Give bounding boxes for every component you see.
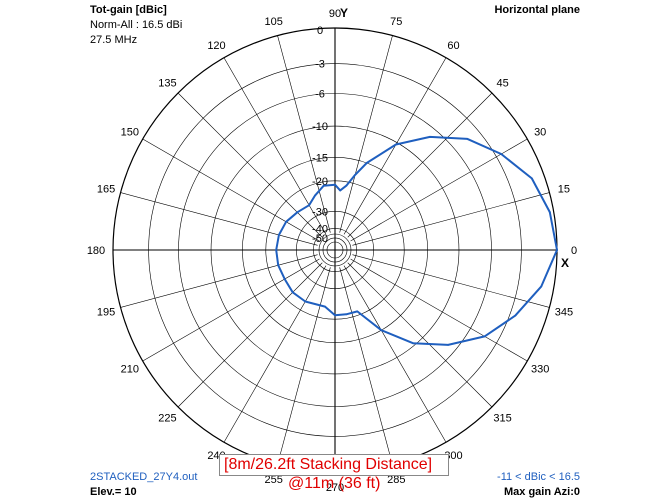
gain-point xyxy=(356,310,359,313)
gain-point xyxy=(334,314,336,317)
angle-tick-label: 225 xyxy=(158,413,176,425)
angle-tick-label: 0 xyxy=(571,245,577,257)
gain-point xyxy=(514,314,517,317)
y-axis-label: Y xyxy=(340,6,349,20)
caption-line-2: @11m (36 ft) xyxy=(288,475,381,492)
radial-tick-label: -6 xyxy=(315,89,325,101)
gain-point xyxy=(365,162,368,164)
angle-tick-label: 285 xyxy=(387,474,405,486)
grid-spoke xyxy=(223,57,327,235)
gain-point xyxy=(412,342,415,345)
angle-tick-label: 255 xyxy=(265,474,283,486)
max-gain-label: Max gain Azi:0 xyxy=(504,486,580,498)
grid-spoke xyxy=(343,265,447,443)
gain-point xyxy=(324,305,326,308)
angle-tick-label: 15 xyxy=(558,184,570,196)
radial-tick-label: -10 xyxy=(312,121,328,133)
gain-point xyxy=(345,184,348,187)
grid-spoke xyxy=(352,192,550,246)
angle-tick-label: 315 xyxy=(493,413,511,425)
x-axis-label: X xyxy=(561,256,570,270)
gain-point xyxy=(291,291,294,294)
gain-point xyxy=(334,183,336,186)
gain-point xyxy=(466,138,469,140)
caption-box xyxy=(219,454,449,476)
grid-spoke xyxy=(142,258,320,362)
gain-point xyxy=(283,278,286,280)
gain-point xyxy=(339,189,342,192)
gain-point xyxy=(429,136,431,138)
caption-line-1: [8m/26.2ft Stacking Distance] xyxy=(224,456,433,473)
grid-spoke xyxy=(350,138,528,242)
grid-spoke xyxy=(277,267,331,465)
grid-spoke xyxy=(350,258,528,362)
angle-tick-label: 75 xyxy=(390,16,402,28)
gain-trace xyxy=(275,135,558,346)
angle-tick-label: 330 xyxy=(531,364,549,376)
grid-spoke xyxy=(142,138,320,242)
angle-tick-label: 195 xyxy=(97,306,115,318)
grid-spoke xyxy=(347,92,493,238)
gain-point xyxy=(278,234,280,236)
grid-spoke xyxy=(120,192,318,246)
gain-point xyxy=(395,143,397,146)
grid-spoke xyxy=(352,254,550,308)
grid-spoke xyxy=(177,92,323,238)
range-label: -11 < dBic < 16.5 xyxy=(497,471,580,483)
grid-spoke xyxy=(277,35,331,233)
grid-spoke xyxy=(339,35,393,233)
gain-point xyxy=(275,249,278,251)
gain-point xyxy=(277,264,280,267)
gain-point xyxy=(345,313,348,316)
angle-tick-label: 270 xyxy=(326,482,344,494)
gain-point xyxy=(540,285,543,288)
file-label: 2STACKED_27Y4.out xyxy=(90,471,198,483)
radial-tick-label: -15 xyxy=(312,152,328,164)
gain-point xyxy=(483,335,486,338)
quantity-label: Tot-gain [dBic] xyxy=(90,4,167,16)
angle-tick-label: 150 xyxy=(121,127,139,139)
gain-point xyxy=(556,249,558,251)
radial-tick-label: -50 xyxy=(312,233,328,245)
frequency-label: 27.5 MHz xyxy=(90,34,138,46)
gain-point xyxy=(308,204,310,207)
grid-spoke xyxy=(120,254,318,308)
normalization-label: Norm-All : 16.5 dBi xyxy=(90,19,183,31)
grid-spoke xyxy=(177,262,323,408)
gain-point xyxy=(548,211,551,214)
gain-point xyxy=(285,220,287,223)
angle-tick-label: 165 xyxy=(97,184,115,196)
elevation-label: Elev.= 10 xyxy=(90,486,137,498)
radial-tick-label: -3 xyxy=(315,59,325,71)
gain-point xyxy=(296,211,299,214)
angle-tick-label: 345 xyxy=(555,306,573,318)
angle-tick-label: 210 xyxy=(121,364,139,376)
gain-point xyxy=(314,194,316,197)
gain-point xyxy=(530,177,533,180)
radial-tick-label: -40 xyxy=(312,223,328,235)
angle-tick-label: 135 xyxy=(158,77,176,89)
angle-tick-label: 60 xyxy=(447,40,459,52)
angle-tick-label: 45 xyxy=(496,77,508,89)
gain-point xyxy=(447,344,449,346)
gain-point xyxy=(380,329,383,332)
plane-label: Horizontal plane xyxy=(494,4,580,16)
gain-point xyxy=(500,153,503,155)
angle-tick-label: 120 xyxy=(207,40,225,52)
grid-spoke xyxy=(339,267,393,465)
angle-tick-label: 180 xyxy=(87,245,105,257)
grid-spoke xyxy=(223,265,327,443)
angle-tick-label: 90 xyxy=(329,8,341,20)
angle-tick-label: 105 xyxy=(265,16,283,28)
grid-spoke xyxy=(347,262,493,408)
radial-tick-label: -30 xyxy=(312,206,328,218)
gain-point xyxy=(304,300,307,303)
gain-point xyxy=(322,184,325,187)
angle-tick-label: 30 xyxy=(534,127,546,139)
gain-point xyxy=(354,174,356,176)
radial-tick-label: 0 xyxy=(317,25,323,37)
